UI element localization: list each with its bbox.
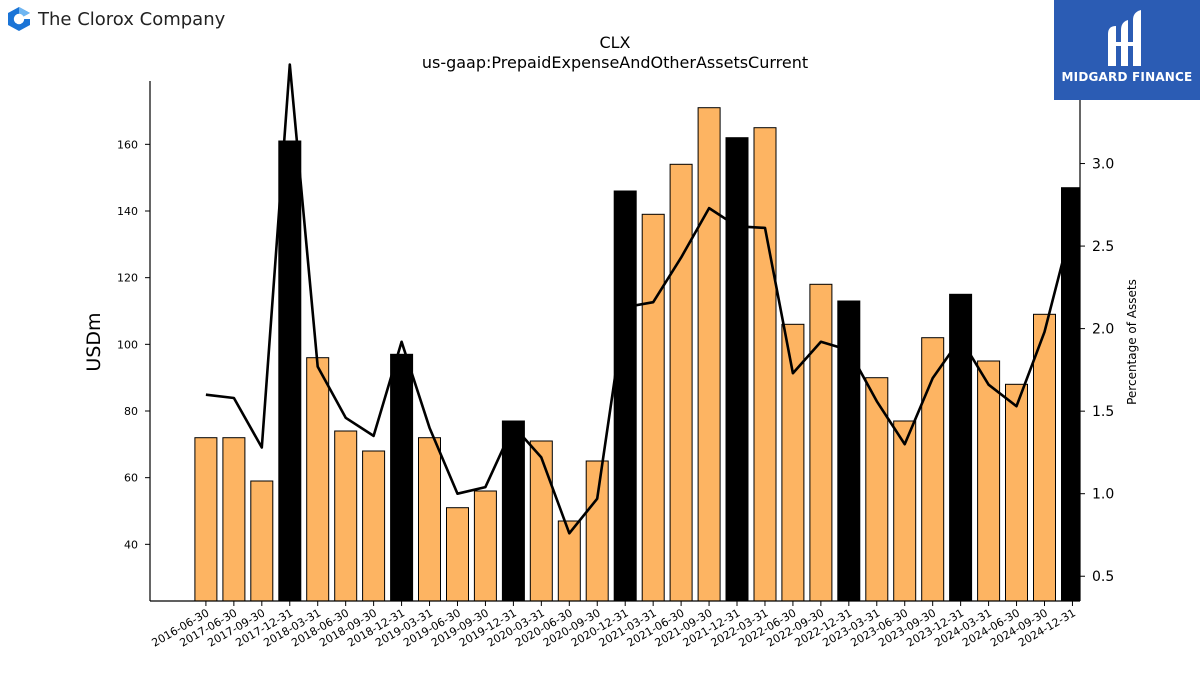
bar	[306, 357, 330, 601]
bar	[669, 163, 693, 601]
bar	[390, 353, 414, 601]
y2-tick-label: 2.0	[1092, 322, 1114, 338]
clorox-logo-icon	[8, 7, 30, 31]
y2-tick-label: 3.0	[1092, 157, 1114, 173]
bar	[529, 440, 553, 601]
bar	[725, 137, 749, 601]
percentage-line	[205, 63, 1074, 535]
bar	[585, 460, 609, 601]
bar	[921, 337, 945, 601]
bar	[837, 300, 861, 601]
bar	[418, 437, 441, 601]
bar	[753, 127, 777, 601]
bar	[641, 213, 665, 601]
y2-tick-label: 2.5	[1092, 239, 1114, 255]
y2-tick-label: 1.0	[1092, 487, 1114, 503]
bar	[949, 293, 973, 601]
y-tick-label: 160	[117, 138, 138, 151]
chart-subtitle: us-gaap:PrepaidExpenseAndOtherAssetsCurr…	[422, 53, 808, 72]
bar	[1033, 313, 1056, 601]
bar	[781, 323, 805, 601]
brand-logo: MIDGARD FINANCE	[1054, 0, 1200, 100]
bar	[473, 490, 497, 601]
y-tick-label: 100	[117, 338, 138, 351]
y-tick-label: 120	[117, 272, 138, 285]
y2-axis-label: Percentage of Assets	[1125, 279, 1139, 405]
bar	[977, 360, 1001, 601]
midgard-logo-icon	[1108, 10, 1141, 66]
y-tick-label: 40	[124, 538, 138, 551]
y2-tick-label: 1.5	[1092, 404, 1114, 420]
bar	[278, 140, 302, 601]
y-tick-label: 60	[124, 472, 138, 485]
bar	[557, 520, 581, 601]
y-tick-label: 80	[124, 405, 138, 418]
bar	[1005, 383, 1028, 601]
bar	[697, 107, 721, 601]
y-tick-label: 140	[117, 205, 138, 218]
bar	[194, 437, 218, 601]
bar	[446, 507, 469, 601]
bar	[613, 190, 637, 601]
bar	[809, 283, 833, 601]
bar	[222, 437, 246, 601]
y2-tick-label: 0.5	[1092, 569, 1114, 585]
company-name: The Clorox Company	[38, 8, 226, 30]
bar	[893, 420, 917, 601]
chart-title: CLX	[599, 33, 630, 52]
bar	[362, 450, 386, 601]
bar	[334, 430, 358, 601]
bar	[250, 480, 274, 601]
bar	[501, 420, 525, 601]
bar	[865, 377, 889, 601]
brand-name: MIDGARD FINANCE	[1061, 70, 1193, 84]
company-header: The Clorox Company	[6, 6, 225, 32]
y-axis-label: USDm	[83, 312, 105, 371]
